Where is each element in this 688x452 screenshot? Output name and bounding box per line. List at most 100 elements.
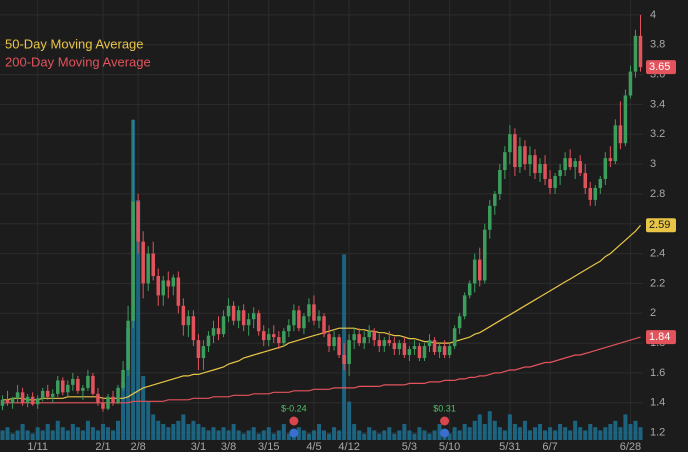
last-value-label: 1.84	[649, 331, 670, 343]
candle-body	[216, 328, 221, 335]
volume-bar	[45, 424, 50, 440]
candle-body	[633, 35, 638, 72]
candle-body	[76, 378, 80, 391]
candle-body	[30, 396, 35, 405]
volume-bar	[412, 433, 417, 440]
candle-body	[206, 335, 211, 347]
volume-bar	[186, 424, 191, 440]
volume-bar	[618, 427, 623, 440]
candle-body	[146, 253, 150, 284]
candle-body	[15, 392, 20, 399]
candle-body	[563, 158, 567, 171]
candle-body	[417, 346, 422, 359]
candle-body	[407, 349, 412, 356]
volume-bar	[226, 430, 231, 440]
candle-body	[578, 161, 582, 174]
volume-bar	[327, 433, 332, 440]
volume-bar	[246, 430, 251, 440]
candle-body	[201, 346, 206, 359]
volume-bar	[603, 427, 608, 440]
y-tick-label: 3	[650, 158, 656, 170]
volume-bar	[221, 427, 226, 440]
last-value-label: 2.59	[649, 219, 670, 231]
volume-bar	[558, 424, 563, 440]
candle-body	[141, 241, 145, 284]
candle-body	[558, 170, 562, 177]
candle-body	[503, 152, 507, 171]
candle-body	[352, 334, 356, 341]
candle-body	[493, 193, 497, 206]
candle-body	[518, 146, 522, 168]
volume-bar	[613, 420, 618, 440]
candle-body	[211, 328, 216, 336]
candle-body	[91, 375, 95, 394]
volume-bar	[311, 430, 316, 440]
earnings-label: $-0.24	[281, 403, 307, 413]
x-tick-label: 4/5	[306, 441, 321, 452]
volume-bar	[507, 414, 512, 440]
volume-bar	[316, 424, 321, 440]
y-tick-label: 2.8	[650, 188, 665, 200]
volume-bar	[437, 424, 442, 440]
volume-bar	[30, 433, 35, 440]
volume-bar	[568, 430, 573, 440]
volume-bar	[422, 430, 427, 440]
volume-bar	[332, 427, 337, 440]
last-value-box	[646, 330, 676, 345]
volume-bar	[623, 414, 628, 440]
candle-body	[171, 277, 176, 287]
candle-body	[513, 134, 517, 168]
volume-bar	[121, 382, 126, 440]
y-tick-label: 2.4	[650, 248, 665, 260]
candle-body	[392, 343, 397, 350]
candle-body	[56, 380, 60, 394]
volume-bar	[236, 430, 241, 440]
candle-body	[372, 331, 377, 341]
volume-bar	[126, 328, 131, 440]
volume-bar	[517, 427, 522, 440]
candle-body	[50, 393, 55, 397]
volume-bar	[50, 430, 55, 440]
volume-bar	[553, 430, 558, 440]
earnings-label: $0.31	[433, 403, 456, 413]
candle-body	[427, 340, 432, 347]
x-tick-label: 3/8	[221, 441, 236, 452]
volume-bar	[176, 420, 181, 440]
candle-body	[457, 316, 462, 329]
volume-bar	[301, 430, 306, 440]
candle-body	[256, 313, 261, 332]
volume-bar	[90, 427, 95, 440]
candle-body	[452, 328, 457, 347]
candle-body	[131, 201, 135, 321]
candle-body	[387, 340, 392, 344]
candle-body	[357, 334, 361, 344]
candle-body	[488, 205, 492, 230]
volume-bar	[116, 420, 121, 440]
volume-bar	[156, 420, 161, 440]
volume-bar	[352, 424, 357, 440]
candle-body	[397, 343, 402, 350]
volume-bar	[337, 430, 342, 440]
candle-body	[322, 316, 326, 335]
candle-body	[477, 259, 482, 281]
volume-bar	[105, 427, 111, 440]
candle-body	[573, 161, 577, 168]
candle-body	[462, 295, 467, 317]
volume-bar	[146, 401, 151, 440]
x-tick-label: 1/11	[27, 441, 48, 452]
candle-body	[282, 331, 286, 344]
volume-bar	[628, 424, 633, 440]
volume-bar	[457, 430, 462, 440]
candle-body	[472, 259, 477, 284]
volume-bar	[261, 430, 266, 440]
candle-body	[347, 340, 351, 364]
volume-bar	[136, 200, 141, 440]
candle-body	[186, 316, 191, 326]
candle-body	[588, 187, 593, 200]
y-tick-label: 3.2	[650, 128, 665, 140]
candle-body	[382, 340, 387, 347]
candle-body	[623, 95, 628, 144]
candle-body	[618, 125, 623, 144]
volume-bar	[281, 424, 286, 440]
